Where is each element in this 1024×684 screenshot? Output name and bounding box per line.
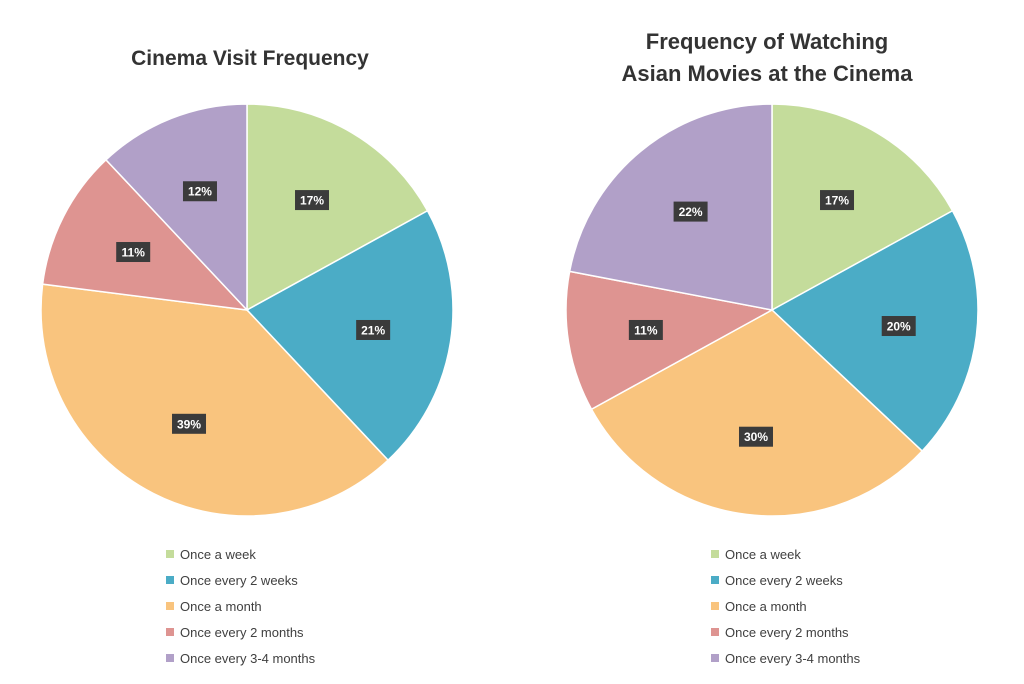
data-label-text: 11% bbox=[634, 323, 658, 337]
pie-chart: 17% 21% 39% 11% 12% bbox=[40, 103, 454, 517]
data-label-once-every-2-weeks: 21% bbox=[356, 319, 391, 340]
pie-slice-once-a-week bbox=[771, 103, 954, 312]
legend-label: Once every 3-4 months bbox=[180, 650, 316, 666]
chart-title: Frequency of Watching Asian Movies at th… bbox=[510, 26, 1024, 90]
pie-slice-once-a-month bbox=[590, 309, 924, 517]
data-label-box bbox=[738, 426, 773, 447]
data-label-text: 20% bbox=[887, 320, 911, 334]
data-label-box bbox=[116, 242, 151, 263]
data-label-text: 17% bbox=[300, 194, 324, 208]
legend-swatch bbox=[166, 576, 174, 584]
data-label-once-every-3-4-months: 22% bbox=[673, 201, 708, 222]
data-label-text: 17% bbox=[825, 194, 849, 208]
legend-label: Once every 3-4 months bbox=[725, 650, 861, 666]
data-label-once-a-month: 30% bbox=[738, 426, 773, 447]
data-label-box bbox=[673, 201, 708, 222]
pie-slice-once-every-2-months bbox=[565, 270, 775, 411]
chart-title: Cinema Visit Frequency bbox=[131, 47, 369, 70]
legend-label: Once every 2 months bbox=[180, 624, 304, 640]
legend-item-once-every-2-weeks: Once every 2 weeks bbox=[711, 567, 860, 593]
pie-slice-once-a-week bbox=[246, 103, 429, 312]
data-label-box bbox=[820, 190, 855, 211]
pie-slice-once-every-3-4-months bbox=[568, 103, 773, 311]
data-label-text: 21% bbox=[361, 323, 385, 337]
data-label-once-every-3-4-months: 12% bbox=[182, 181, 217, 202]
pie-slice-once-a-month bbox=[40, 283, 390, 517]
legend-label: Once a month bbox=[725, 598, 807, 614]
chart-title-line-2: Asian Movies at the Cinema bbox=[621, 61, 913, 86]
legend: Once a week Once every 2 weeks Once a mont… bbox=[166, 541, 315, 671]
legend-item-once-every-2-weeks: Once every 2 weeks bbox=[166, 567, 315, 593]
data-label-once-every-2-months: 11% bbox=[628, 319, 663, 340]
legend-item-once-a-week: Once a week bbox=[166, 541, 315, 567]
legend-label: Once a month bbox=[180, 598, 262, 614]
data-label-box bbox=[628, 319, 663, 340]
data-label-text: 11% bbox=[122, 246, 146, 260]
legend-swatch bbox=[166, 550, 174, 558]
legend-swatch bbox=[166, 602, 174, 610]
chart-cinema-visit-frequency: Cinema Visit Frequency 17% 21% 39% 11% 12% O… bbox=[0, 0, 500, 684]
data-label-once-every-2-months: 11% bbox=[116, 242, 151, 263]
legend-swatch bbox=[711, 654, 719, 662]
legend: Once a week Once every 2 weeks Once a mont… bbox=[711, 541, 860, 671]
legend-label: Once every 2 months bbox=[725, 624, 849, 640]
data-label-box bbox=[172, 413, 207, 434]
pie-chart: 17% 20% 30% 11% 22% bbox=[565, 103, 979, 517]
pie-slice-once-every-3-4-months bbox=[104, 103, 248, 312]
legend-item-once-every-2-months: Once every 2 months bbox=[166, 619, 315, 645]
data-label-text: 22% bbox=[679, 205, 703, 219]
data-label-box bbox=[182, 181, 217, 202]
legend-item-once-every-3-4-months: Once every 3-4 months bbox=[711, 645, 860, 671]
data-label-text: 39% bbox=[177, 417, 201, 431]
data-label-box bbox=[295, 190, 330, 211]
legend-swatch bbox=[711, 628, 719, 636]
legend-label: Once a week bbox=[180, 546, 256, 562]
data-label-once-every-2-weeks: 20% bbox=[881, 316, 916, 337]
legend-item-once-a-week: Once a week bbox=[711, 541, 860, 567]
legend-swatch bbox=[166, 628, 174, 636]
pie-slice-once-every-2-months bbox=[41, 158, 249, 312]
data-label-once-a-week: 17% bbox=[820, 190, 855, 211]
legend-swatch bbox=[166, 654, 174, 662]
legend-item-once-every-3-4-months: Once every 3-4 months bbox=[166, 645, 315, 671]
legend-label: Once every 2 weeks bbox=[180, 572, 298, 588]
data-label-once-a-week: 17% bbox=[295, 190, 330, 211]
data-label-text: 30% bbox=[744, 430, 768, 444]
data-label-once-a-month: 39% bbox=[172, 413, 207, 434]
legend-swatch bbox=[711, 550, 719, 558]
legend-swatch bbox=[711, 602, 719, 610]
legend-item-once-every-2-months: Once every 2 months bbox=[711, 619, 860, 645]
data-label-text: 12% bbox=[188, 185, 212, 199]
chart-asian-movies-frequency: Frequency of Watching Asian Movies at th… bbox=[510, 0, 1024, 684]
legend-item-once-a-month: Once a month bbox=[166, 593, 315, 619]
chart-title-line-1: Frequency of Watching bbox=[645, 29, 889, 54]
legend-item-once-a-month: Once a month bbox=[711, 593, 860, 619]
data-label-box bbox=[881, 316, 916, 337]
pie-slice-once-every-2-weeks bbox=[770, 209, 979, 453]
legend-label: Once every 2 weeks bbox=[725, 572, 843, 588]
pie-slice-once-every-2-weeks bbox=[245, 209, 454, 462]
data-label-box bbox=[356, 319, 391, 340]
legend-label: Once a week bbox=[725, 546, 801, 562]
legend-swatch bbox=[711, 576, 719, 584]
